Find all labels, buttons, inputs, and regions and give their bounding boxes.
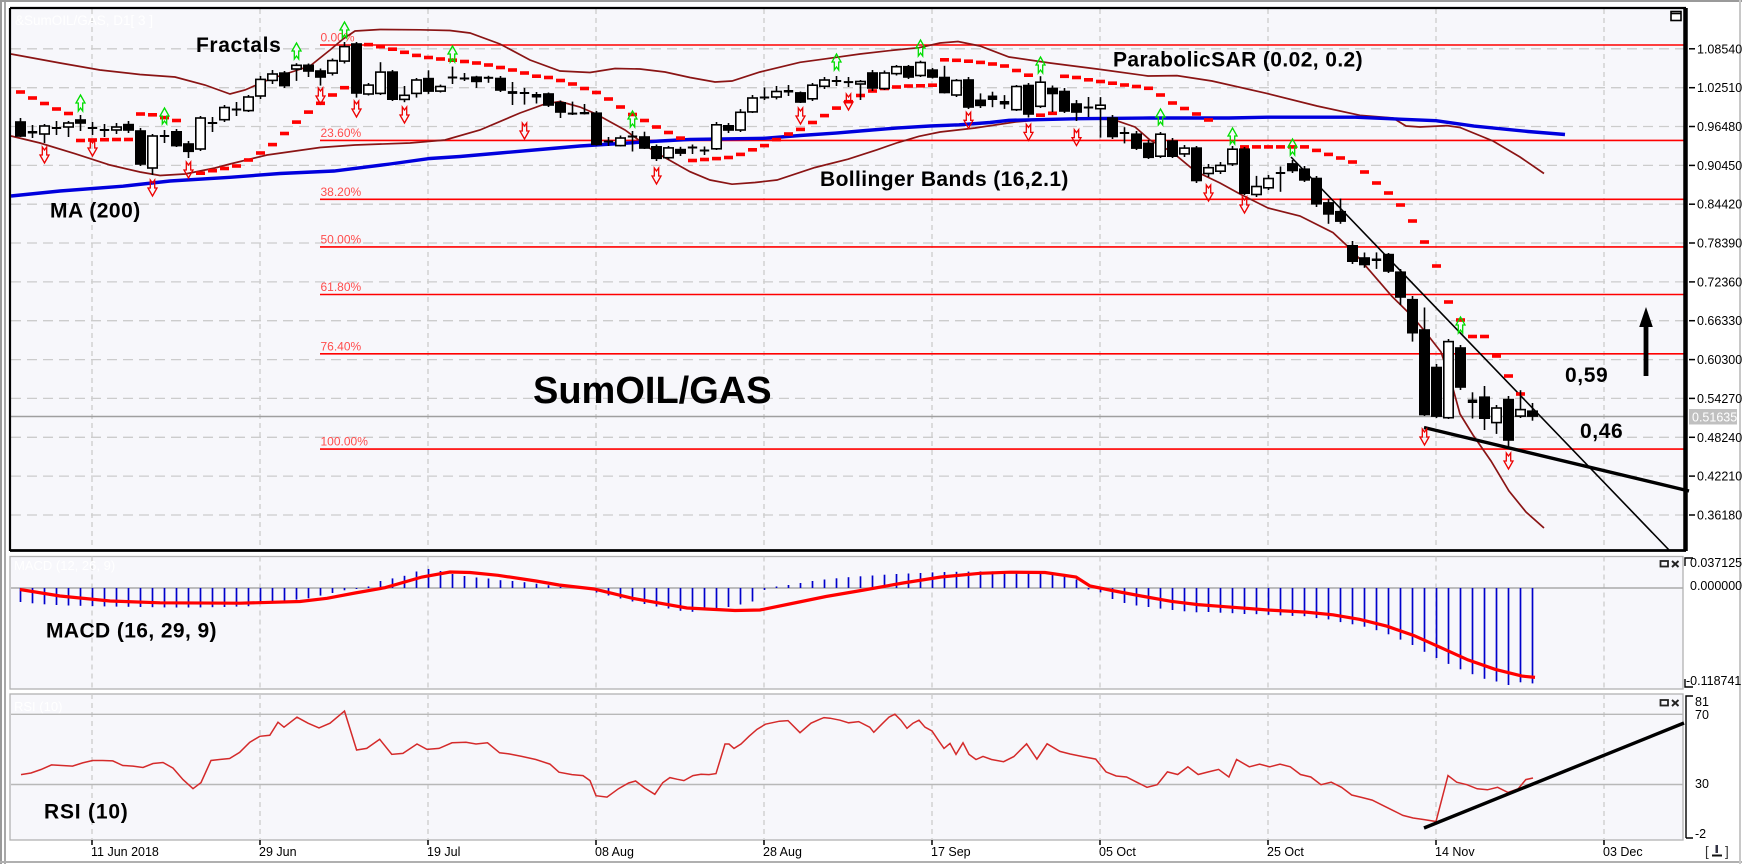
svg-text:100.00%: 100.00%	[321, 435, 369, 449]
svg-text:0.54270: 0.54270	[1697, 392, 1742, 406]
svg-text:[: [	[1705, 844, 1709, 859]
svg-text:0.66330: 0.66330	[1697, 314, 1742, 328]
svg-text:38.20%: 38.20%	[321, 185, 362, 199]
svg-text:0.96480: 0.96480	[1697, 120, 1742, 134]
svg-text:08 Aug: 08 Aug	[595, 845, 634, 859]
svg-text:81: 81	[1695, 695, 1709, 709]
svg-text:0.037125: 0.037125	[1690, 556, 1742, 570]
svg-text:23.60%: 23.60%	[321, 126, 362, 140]
svg-text:1.02510: 1.02510	[1697, 81, 1742, 95]
svg-text:RSI (10): RSI (10)	[44, 801, 129, 824]
svg-text:Fractals: Fractals	[196, 34, 281, 57]
svg-text:25 Oct: 25 Oct	[1267, 845, 1304, 859]
svg-text:19 Jul: 19 Jul	[427, 845, 460, 859]
svg-text:0.60300: 0.60300	[1697, 353, 1742, 367]
svg-text:]: ]	[1725, 844, 1729, 859]
svg-text:0.51635: 0.51635	[1692, 411, 1737, 425]
svg-text:14 Nov: 14 Nov	[1435, 845, 1475, 859]
svg-text:17 Sep: 17 Sep	[931, 845, 971, 859]
svg-text:MA (200): MA (200)	[50, 200, 141, 223]
svg-text:11 Jun 2018: 11 Jun 2018	[91, 845, 159, 859]
svg-text:0.42210: 0.42210	[1697, 470, 1742, 484]
svg-text:0.78390: 0.78390	[1697, 237, 1742, 251]
svg-text:0,59: 0,59	[1565, 364, 1608, 387]
svg-text:30: 30	[1695, 777, 1709, 791]
svg-text:0.48240: 0.48240	[1697, 431, 1742, 445]
svg-text:&SumOIL/GAS, D1[ 3 ]: &SumOIL/GAS, D1[ 3 ]	[15, 13, 153, 28]
svg-text:61.80%: 61.80%	[321, 280, 362, 294]
svg-text:29 Jun: 29 Jun	[259, 845, 297, 859]
svg-text:0.84420: 0.84420	[1697, 198, 1742, 212]
svg-text:0.72360: 0.72360	[1697, 275, 1742, 289]
svg-text:ParabolicSAR (0.02, 0.2): ParabolicSAR (0.02, 0.2)	[1113, 49, 1363, 72]
svg-text:0.36180: 0.36180	[1697, 509, 1742, 523]
svg-text:MACD (12, 26, 9): MACD (12, 26, 9)	[14, 558, 115, 573]
svg-text:-2: -2	[1695, 827, 1706, 841]
svg-text:0,46: 0,46	[1580, 420, 1623, 443]
svg-text:RSI (10): RSI (10)	[14, 699, 62, 714]
svg-text:76.40%: 76.40%	[321, 339, 362, 353]
svg-text:50.00%: 50.00%	[321, 232, 362, 246]
svg-text:70: 70	[1695, 708, 1709, 722]
svg-text:-0.118741: -0.118741	[1686, 674, 1741, 688]
svg-text:MACD (16, 29, 9): MACD (16, 29, 9)	[46, 620, 217, 643]
svg-text:1.08540: 1.08540	[1697, 42, 1742, 56]
svg-text:28 Aug: 28 Aug	[763, 845, 802, 859]
svg-text:SumOIL/GAS: SumOIL/GAS	[533, 370, 772, 412]
svg-text:0.000000: 0.000000	[1690, 579, 1742, 593]
svg-text:05 Oct: 05 Oct	[1099, 845, 1136, 859]
svg-text:0.90450: 0.90450	[1697, 159, 1742, 173]
svg-text:03 Dec: 03 Dec	[1603, 845, 1643, 859]
svg-text:Bollinger Bands (16,2.1): Bollinger Bands (16,2.1)	[820, 168, 1069, 191]
